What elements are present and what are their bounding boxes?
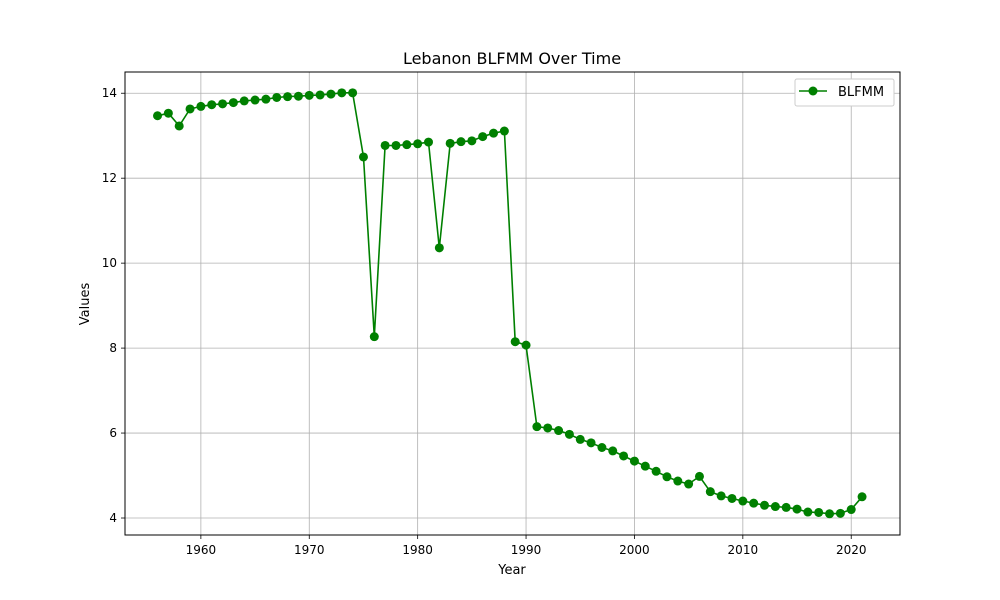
data-point (348, 88, 358, 98)
data-point (510, 337, 520, 347)
data-point (705, 487, 715, 497)
y-axis-ticks: 4 6 8 10 12 14 (102, 86, 125, 525)
data-point (803, 507, 813, 517)
legend-marker (808, 86, 818, 96)
data-point (629, 456, 639, 466)
x-tick-label: 1980 (402, 543, 433, 557)
legend-label: BLFMM (838, 85, 884, 100)
data-point (835, 508, 845, 518)
data-point (293, 91, 303, 101)
x-axis-label: Year (497, 563, 526, 578)
data-point (272, 92, 282, 102)
series-group (153, 88, 867, 519)
data-point (673, 476, 683, 486)
x-tick-label: 1970 (294, 543, 325, 557)
y-tick-label: 4 (109, 511, 117, 525)
data-point (261, 94, 271, 104)
data-point (413, 139, 423, 149)
data-point (358, 152, 368, 162)
data-point (163, 108, 173, 118)
data-point (521, 340, 531, 350)
data-point (684, 479, 694, 489)
data-point (619, 451, 629, 461)
data-point (434, 243, 444, 253)
data-point (564, 429, 574, 439)
data-point (337, 88, 347, 98)
data-point (694, 471, 704, 481)
data-point (185, 104, 195, 114)
data-point (792, 504, 802, 514)
data-point (153, 111, 163, 121)
x-tick-label: 1960 (186, 543, 217, 557)
data-point (846, 505, 856, 515)
data-point (640, 461, 650, 471)
data-point (597, 442, 607, 452)
data-point (369, 332, 379, 342)
data-point (608, 446, 618, 456)
y-tick-label: 8 (109, 341, 117, 355)
x-tick-label: 1990 (511, 543, 542, 557)
data-point (749, 498, 759, 508)
data-point (423, 137, 433, 147)
chart-title: Lebanon BLFMM Over Time (403, 49, 621, 68)
data-point (532, 422, 542, 432)
data-point (304, 90, 314, 100)
data-point (543, 423, 553, 433)
data-point (770, 502, 780, 512)
data-point (727, 493, 737, 503)
data-point (391, 140, 401, 150)
data-point (662, 472, 672, 482)
y-tick-label: 12 (102, 171, 117, 185)
data-point (207, 100, 217, 110)
data-point (228, 98, 238, 108)
data-point (478, 132, 488, 142)
data-point (825, 509, 835, 519)
data-point (467, 136, 477, 146)
grid-lines (125, 72, 900, 535)
data-point (456, 137, 466, 147)
data-point (651, 466, 661, 476)
data-point (174, 121, 184, 131)
x-axis-ticks: 1960 1970 1980 1990 2000 2010 2020 (186, 535, 867, 557)
data-point (716, 491, 726, 501)
data-point (760, 500, 770, 510)
data-point (857, 492, 867, 502)
data-point (586, 438, 596, 448)
y-axis-label: Values (78, 283, 93, 326)
x-tick-label: 2010 (728, 543, 759, 557)
data-point (218, 99, 228, 109)
y-tick-label: 6 (109, 426, 117, 440)
data-point (402, 140, 412, 150)
data-point (326, 89, 336, 99)
y-tick-label: 14 (102, 86, 117, 100)
x-tick-label: 2000 (619, 543, 650, 557)
data-point (575, 434, 585, 444)
data-point (315, 90, 325, 100)
x-tick-label: 2020 (836, 543, 867, 557)
data-point (250, 95, 260, 105)
data-point (489, 128, 499, 138)
legend: BLFMM (794, 78, 895, 107)
data-point (814, 507, 824, 517)
data-point (738, 496, 748, 506)
y-tick-label: 10 (102, 256, 117, 270)
data-point (196, 101, 206, 111)
data-point (239, 96, 249, 106)
data-point (283, 92, 293, 102)
data-point (781, 502, 791, 512)
data-point (499, 126, 509, 136)
data-point (554, 426, 564, 436)
legend-box (794, 78, 895, 107)
data-point (445, 138, 455, 148)
data-point (380, 140, 390, 150)
plot-frame (124, 71, 901, 536)
series-line (157, 92, 863, 515)
